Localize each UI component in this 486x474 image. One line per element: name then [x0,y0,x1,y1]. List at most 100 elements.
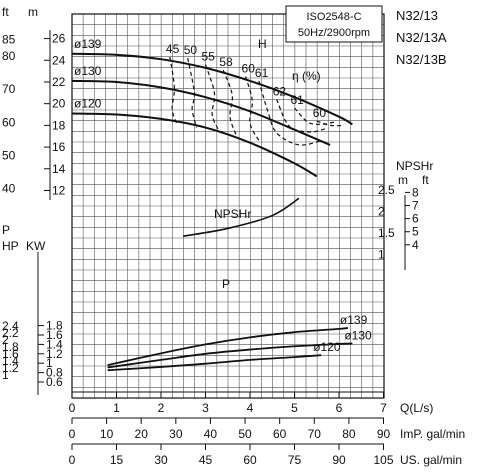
npshr-m-tick-label: 1.5 [378,226,395,240]
x-tick-label: 10 [100,427,114,441]
power-kw-tick-label: 1.6 [46,328,63,342]
x-tick-label: 90 [377,427,391,441]
x-tick-label: 105 [373,453,393,467]
x-tick-label: 60 [243,453,257,467]
efficiency-curve-label: 61 [291,93,305,107]
x-tick-label: 70 [308,427,322,441]
power-hp-tick-label: 1.2 [2,361,19,375]
head-label: H [258,37,267,51]
grid [37,13,410,450]
npshr-ft-tick-label: 8 [412,185,419,199]
x-axis-label: ImP. gal/min [400,427,465,441]
x-tick-label: 50 [238,427,252,441]
npshr-unit-ft: ft [422,173,429,187]
efficiency-curve-label: 61 [255,66,269,80]
efficiency-curve [169,56,178,124]
model-label: N32/13 [396,8,438,23]
curves [71,52,353,372]
power-curve [107,327,349,366]
power-hp-tick-label: 2 [2,333,9,347]
head-m-tick-label: 14 [52,162,66,176]
head-unit-m: m [28,5,38,19]
head-m-tick-label: 26 [52,32,66,46]
power-hp-tick-label: 1.8 [2,340,19,354]
npshr-title: NPSHr [396,159,433,173]
npshr-ft-tick-label: 4 [412,238,419,252]
x-tick-label: 0 [69,427,76,441]
x-tick-label: 1 [113,401,120,415]
efficiency-curve-label: 60 [242,62,256,76]
efficiency-curve-label: 60 [313,106,327,120]
head-curve-label: ø120 [74,96,102,110]
x-tick-label: 20 [135,427,149,441]
power-kw-tick-label: 0.6 [46,375,63,389]
head-curve [71,52,353,126]
power-curve [107,354,322,372]
efficiency-curve-label: 50 [184,43,198,57]
x-tick-label: 6 [336,401,343,415]
npshr-unit-m: m [398,173,408,187]
x-axis-label: Q(L/s) [400,401,433,415]
npshr-curve-label: NPSHr [214,207,251,221]
plot-frame [71,13,385,399]
x-tick-label: 30 [169,427,183,441]
x-tick-label: 80 [342,427,356,441]
head-m-tick-label: 18 [52,118,66,132]
power-unit-hp: HP [2,239,19,253]
model-label: N32/13A [396,30,447,45]
x-tick-label: 15 [110,453,124,467]
spec-box-text: ISO2548-C [306,11,361,23]
head-m-tick-label: 16 [52,140,66,154]
x-tick-label: 4 [247,401,254,415]
head-ft-tick-label: 70 [2,82,16,96]
x-tick-label: 0 [69,401,76,415]
x-tick-label: 30 [154,453,168,467]
head-curve-label: ø130 [74,64,102,78]
power-kw-tick-label: 0.8 [46,366,63,380]
npshr-ft-tick-label: 5 [412,225,419,239]
spec-box [285,5,383,43]
head-curve [71,112,318,178]
x-tick-label: 5 [291,401,298,415]
efficiency-curve-label: 45 [166,42,180,56]
x-tick-label: 40 [204,427,218,441]
head-ft-tick-label: 50 [2,148,16,162]
x-tick-label: 2 [158,401,165,415]
efficiency-curve [244,76,260,141]
npshr-m-tick-label: 2 [378,204,385,218]
efficiency-curve-label: 55 [202,50,216,64]
efficiency-curve [316,120,344,127]
head-ft-tick-label: 85 [2,33,16,47]
x-tick-label: 60 [273,427,287,441]
efficiency-curve [187,57,198,128]
efficiency-curve [258,80,322,146]
power-hp-tick-label: 2.4 [2,319,19,333]
power-curve-label: ø130 [344,328,372,342]
power-curve-label: ø139 [340,313,368,327]
x-tick-label: 90 [332,453,346,467]
head-unit-ft: ft [2,5,9,19]
head-ft-tick-label: 40 [2,181,16,195]
power-curve-label: ø120 [313,340,341,354]
power-curve [107,342,353,369]
npshr-m-tick-label: 2.5 [378,183,395,197]
efficiency-curve-label: 58 [219,55,233,69]
labels: 0 1 2 3 4 5 6 7 Q(L/s)0 10 20 30 40 50 60 70 80 90 ImP. ga… [2,5,465,467]
power-hp-tick-label: 2.2 [2,326,19,340]
efficiency-label: η (%) [292,69,321,83]
power-kw-tick-label: 1.2 [46,347,63,361]
x-tick-label: 3 [202,401,209,415]
model-label: N32/13B [396,52,447,67]
power-title: P [2,223,10,237]
power-unit-kw: KW [26,239,46,253]
efficiency-curve [222,69,238,137]
spec-box-text: 50Hz/2900rpm [298,27,370,39]
x-tick-label: 7 [380,401,387,415]
power-hp-tick-label: 1.6 [2,347,19,361]
x-tick-label: 0 [69,453,76,467]
power-label: P [222,277,230,291]
efficiency-curve-label: 62 [273,84,287,98]
x-tick-label: 45 [199,453,213,467]
npshr-m-tick-label: 1 [378,247,385,261]
npshr-ft-tick-label: 6 [412,212,419,226]
